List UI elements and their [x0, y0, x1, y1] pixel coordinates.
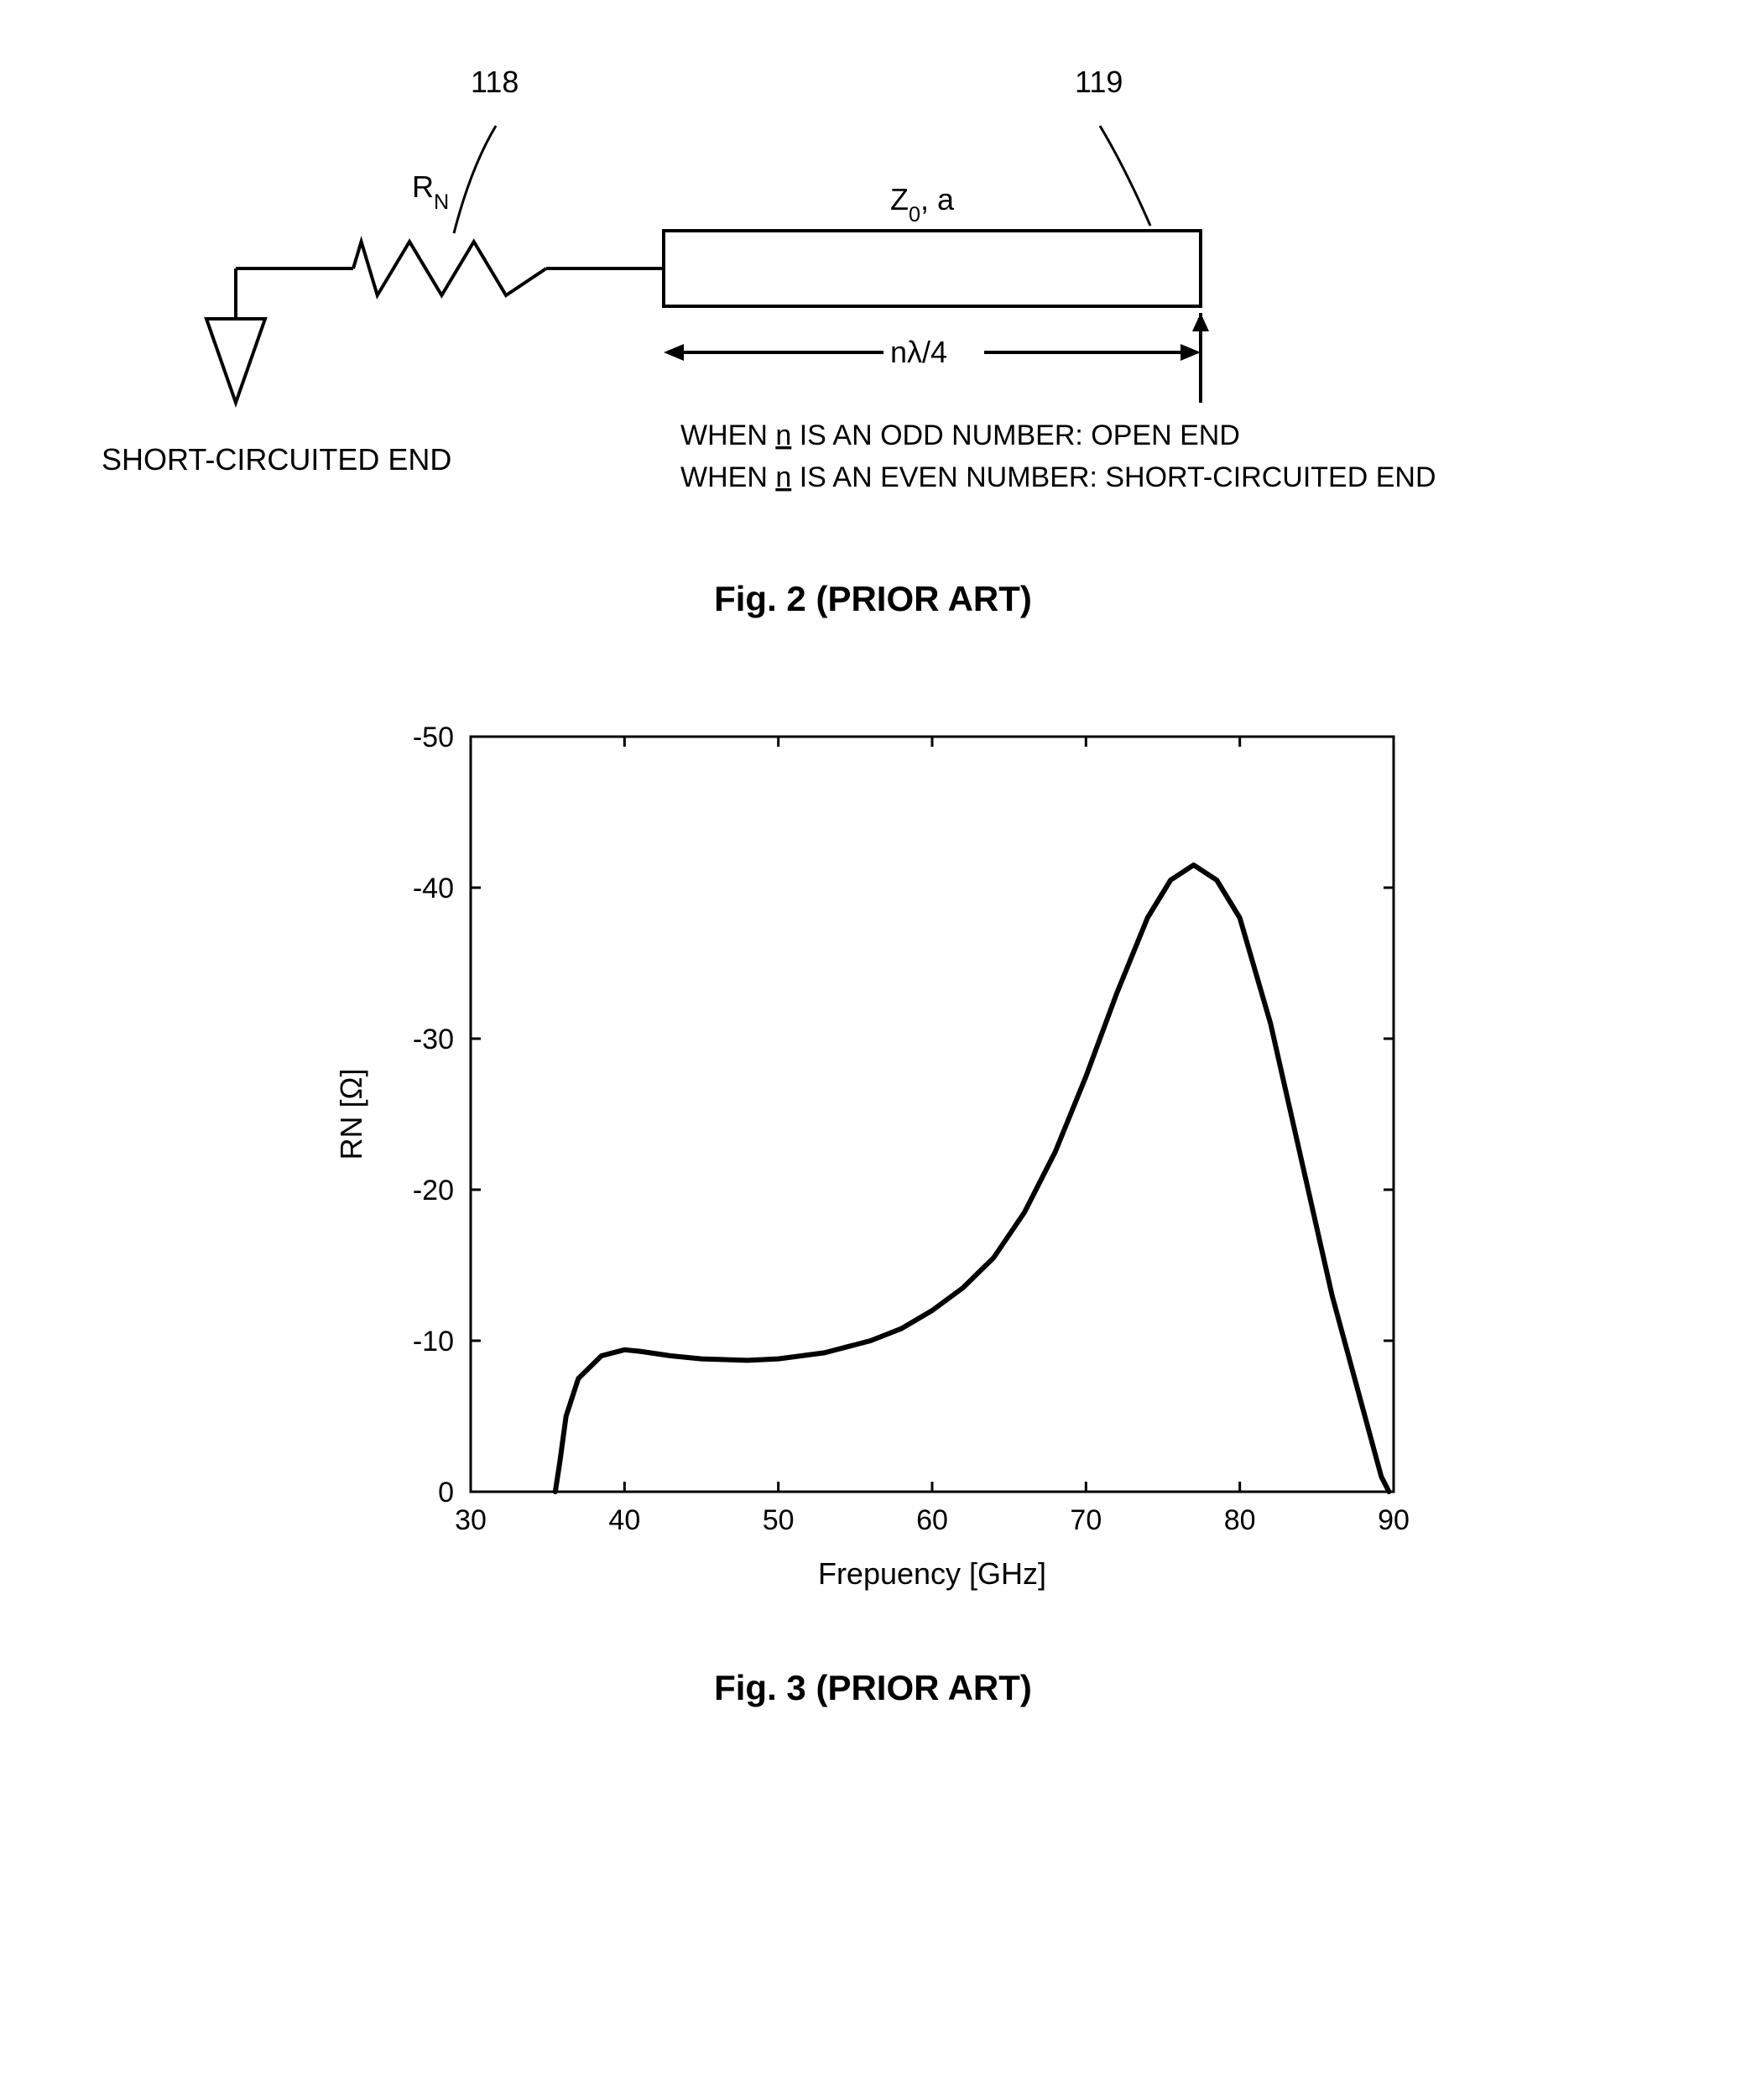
- svg-text:40: 40: [608, 1504, 640, 1536]
- svg-text:80: 80: [1223, 1504, 1255, 1536]
- svg-text:-50: -50: [412, 722, 453, 753]
- svg-text:SHORT-CIRCUITED END: SHORT-CIRCUITED END: [102, 442, 451, 477]
- fig3-chart: 30 40 50 60 70 80 90 0 -10 -20 -30 -40 -50 Frepuency …: [286, 686, 1461, 1651]
- figure-3: 30 40 50 60 70 80 90 0 -10 -20 -30 -40 -50 Frepuency …: [34, 686, 1712, 1708]
- svg-text:-10: -10: [412, 1326, 453, 1357]
- svg-text:RN [Ω]: RN [Ω]: [334, 1069, 368, 1160]
- svg-text:119: 119: [1075, 65, 1123, 99]
- svg-text:RN: RN: [412, 169, 449, 214]
- svg-text:118: 118: [471, 65, 519, 99]
- svg-text:50: 50: [762, 1504, 794, 1536]
- svg-text:Z0, a: Z0, a: [890, 182, 955, 227]
- svg-text:30: 30: [455, 1504, 487, 1536]
- svg-text:-30: -30: [412, 1024, 453, 1055]
- fig3-caption: Fig. 3 (PRIOR ART): [34, 1668, 1712, 1708]
- svg-text:-40: -40: [412, 873, 453, 904]
- svg-text:60: 60: [916, 1504, 948, 1536]
- svg-text:WHEN n IS AN EVEN NUMBER: SHOR: WHEN n IS AN EVEN NUMBER: SHORT-CIRCUITE…: [680, 461, 1436, 493]
- svg-text:nλ/4: nλ/4: [890, 335, 947, 369]
- figure-2: 118 119 RN Z0, a nλ/4 SHORT-CIRCUITED END WHEN…: [34, 34, 1712, 619]
- svg-text:WHEN n IS AN ODD NUMBER: OPEN: WHEN n IS AN ODD NUMBER: OPEN END: [680, 419, 1240, 451]
- svg-text:-20: -20: [412, 1175, 453, 1206]
- svg-text:70: 70: [1070, 1504, 1102, 1536]
- fig2-circuit-diagram: 118 119 RN Z0, a nλ/4 SHORT-CIRCUITED END WHEN…: [76, 34, 1670, 554]
- svg-text:90: 90: [1378, 1504, 1410, 1536]
- svg-text:Frepuency [GHz]: Frepuency [GHz]: [817, 1556, 1045, 1591]
- fig2-caption: Fig. 2 (PRIOR ART): [34, 579, 1712, 619]
- svg-text:0: 0: [438, 1477, 454, 1509]
